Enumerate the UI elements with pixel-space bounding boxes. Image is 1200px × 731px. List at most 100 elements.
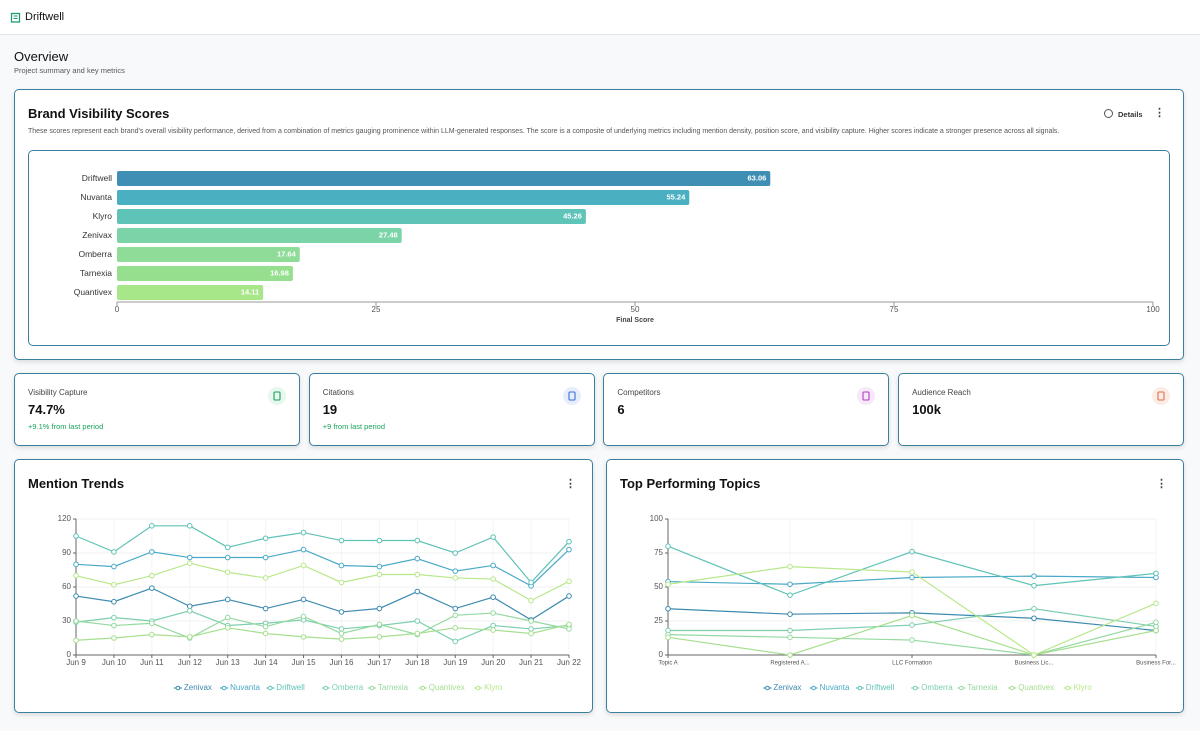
- x-tick-label: Jun 20: [481, 658, 506, 667]
- data-point: [787, 611, 793, 617]
- metric-card: Competitors 6: [603, 373, 890, 446]
- y-tick-label: 25: [654, 616, 663, 625]
- data-point: [73, 561, 79, 568]
- data-point: [376, 605, 383, 612]
- x-tick-label: Jun 14: [254, 658, 279, 667]
- legend-marker-dot: [221, 685, 227, 691]
- legend-marker-dot: [1065, 685, 1070, 691]
- menu-button[interactable]: ⋮: [1156, 478, 1167, 490]
- data-point: [665, 543, 671, 549]
- y-tick-label: 30: [62, 616, 71, 625]
- value-label: 27.48: [379, 230, 398, 239]
- data-point: [414, 571, 421, 578]
- x-tick-label: Business For...: [1136, 661, 1176, 667]
- details-label: Details: [1118, 110, 1143, 119]
- data-point: [787, 592, 793, 598]
- data-point: [490, 594, 496, 600]
- y-tick-label: 90: [62, 548, 71, 557]
- value-label: 17.64: [277, 249, 297, 258]
- data-point: [490, 562, 496, 569]
- data-point: [149, 620, 155, 627]
- metric-change: +9.1% from last period: [28, 422, 104, 431]
- x-tick-label: Jun 11: [140, 658, 164, 667]
- data-point: [452, 568, 459, 574]
- details-button[interactable]: Details: [1104, 109, 1143, 119]
- value-label: 63.06: [748, 173, 767, 182]
- chart-frame: 0 25 50 75 100 Final Score Driftwell 63.06 Nuvan…: [28, 150, 1170, 346]
- data-point: [338, 579, 345, 586]
- data-point: [300, 596, 307, 603]
- data-point: [414, 588, 421, 595]
- menu-button[interactable]: ⋮: [1154, 107, 1165, 119]
- data-point: [566, 626, 572, 632]
- metric-label: Citations: [322, 388, 354, 397]
- data-point: [262, 554, 269, 561]
- icon-glyph: [862, 391, 870, 401]
- data-point: [338, 630, 345, 637]
- data-point: [376, 621, 383, 628]
- card-title: Top Performing Topics: [620, 476, 761, 491]
- data-point: [909, 548, 915, 555]
- data-point: [566, 546, 572, 553]
- data-point: [909, 637, 915, 643]
- data-point: [300, 613, 307, 620]
- metric-icon: [1152, 387, 1171, 405]
- data-point: [111, 635, 117, 641]
- series-line: [75, 587, 570, 621]
- legend-label: Omberra: [332, 683, 364, 692]
- legend-label: Nuvanta: [820, 683, 850, 692]
- data-point: [452, 625, 459, 631]
- data-point: [224, 569, 231, 576]
- data-point: [73, 572, 79, 579]
- logo-icon: [10, 12, 21, 23]
- data-point: [73, 637, 79, 644]
- bar: [117, 266, 293, 281]
- y-tick-label: 50: [654, 582, 663, 591]
- data-point: [300, 562, 307, 569]
- data-point: [566, 578, 572, 585]
- category-label: Klyro: [93, 211, 113, 221]
- data-point: [787, 634, 793, 641]
- x-tick-label: Topic A: [658, 661, 677, 667]
- data-point: [1031, 652, 1037, 658]
- category-label: Omberra: [78, 249, 112, 259]
- legend-marker-dot: [369, 685, 375, 691]
- data-point: [528, 579, 534, 586]
- legend-label: Driftwell: [866, 683, 895, 692]
- legend-marker-dot: [811, 685, 816, 691]
- y-tick-label: 100: [650, 514, 664, 523]
- legend-label: Driftwell: [276, 683, 305, 692]
- data-point: [909, 622, 915, 628]
- bar: [117, 209, 586, 224]
- bar: [117, 247, 300, 262]
- data-point: [490, 610, 496, 616]
- y-tick-label: 0: [659, 650, 664, 659]
- x-tick-label: Jun 22: [557, 658, 582, 667]
- menu-button[interactable]: ⋮: [565, 478, 576, 490]
- data-point: [787, 563, 793, 570]
- x-tick-label: 50: [631, 305, 640, 314]
- legend-label: Klyro: [1074, 683, 1093, 692]
- data-point: [73, 533, 79, 539]
- data-point: [300, 529, 307, 536]
- line-chart: 0 30 60 90 120 Jun 9 Jun 10 Jun 11 Jun 12 Jun 13 J…: [58, 514, 582, 692]
- bar-chart: 0 25 50 75 100 Final Score Driftwell 63.06 Nuvan…: [74, 171, 1160, 324]
- line-chart: 0 25 50 75 100 Topic A Registered A... LLC Form…: [650, 514, 1177, 692]
- x-tick-label: 75: [890, 305, 899, 314]
- legend-marker-dot: [765, 685, 770, 691]
- x-tick-label: 25: [372, 305, 381, 314]
- x-tick-label: Jun 21: [519, 658, 544, 667]
- series-line: [75, 548, 570, 587]
- legend-label: Quantivex: [429, 683, 465, 692]
- data-point: [224, 544, 231, 551]
- x-tick-label: Jun 9: [66, 658, 86, 667]
- data-point: [338, 636, 345, 642]
- data-point: [1153, 570, 1159, 577]
- icon-glyph: [1157, 391, 1165, 401]
- value-label: 55.24: [667, 192, 687, 201]
- data-point: [490, 576, 496, 582]
- category-label: Quantivex: [74, 287, 113, 297]
- mention-card: Mention Trends ⋮ 0 30 60 90 120 Jun 9 Jun 10 Ju…: [14, 459, 593, 713]
- data-point: [111, 614, 117, 621]
- x-tick-label: Business Lic...: [1015, 661, 1054, 667]
